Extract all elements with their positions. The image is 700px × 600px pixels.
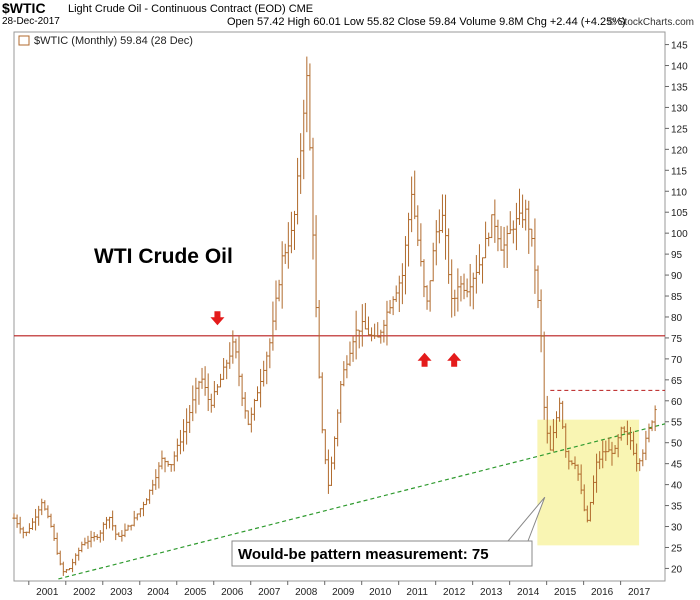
x-tick-label: 2013 [480, 587, 503, 598]
y-tick-label: 60 [671, 397, 683, 408]
y-tick-label: 25 [671, 543, 683, 554]
y-tick-label: 70 [671, 355, 683, 366]
brand-watermark: © StockCharts.com [607, 17, 694, 28]
y-tick-label: 90 [671, 271, 683, 282]
y-tick-label: 50 [671, 439, 683, 450]
x-tick-label: 2012 [443, 587, 466, 598]
x-tick-label: 2008 [295, 587, 318, 598]
y-tick-label: 120 [671, 145, 688, 156]
x-tick-label: 2003 [110, 587, 133, 598]
red-up-arrow [447, 352, 462, 367]
y-tick-label: 130 [671, 103, 688, 114]
price-stats: Open 57.42 High 60.01 Low 55.82 Close 59… [227, 16, 626, 28]
y-tick-label: 95 [671, 250, 683, 261]
x-tick-label: 2009 [332, 587, 355, 598]
y-tick-label: 45 [671, 460, 683, 471]
y-tick-label: 20 [671, 564, 683, 575]
y-tick-label: 140 [671, 62, 688, 73]
y-tick-label: 145 [671, 41, 688, 52]
y-tick-label: 80 [671, 313, 683, 324]
contract-description: Light Crude Oil - Continuous Contract (E… [68, 3, 314, 15]
callout-fill [233, 542, 531, 565]
ticker-symbol: $WTIC [2, 0, 46, 16]
y-tick-label: 125 [671, 124, 688, 135]
legend-swatch [18, 35, 30, 46]
y-tick-label: 65 [671, 376, 683, 387]
y-tick-label: 105 [671, 208, 688, 219]
pattern-highlight-box [537, 419, 640, 546]
chart-header-row-1: $WTIC Light Crude Oil - Continuous Contr… [0, 0, 700, 16]
x-tick-label: 2010 [369, 587, 392, 598]
x-tick-label: 2005 [184, 587, 207, 598]
x-tick-label: 2006 [221, 587, 244, 598]
callout-text: Would-be pattern measurement: 75 [238, 546, 489, 563]
red-up-arrow [417, 352, 432, 367]
x-tick-label: 2002 [73, 587, 96, 598]
x-tick-label: 2017 [628, 587, 651, 598]
y-tick-label: 35 [671, 502, 683, 513]
x-tick-label: 2004 [147, 587, 170, 598]
y-tick-label: 55 [671, 418, 683, 429]
y-tick-label: 30 [671, 523, 683, 534]
red-down-arrow [210, 311, 225, 326]
chart-date: 28-Dec-2017 [2, 16, 60, 27]
y-tick-label: 100 [671, 229, 688, 240]
y-tick-label: 135 [671, 82, 688, 93]
x-tick-label: 2001 [36, 587, 59, 598]
x-tick-label: 2014 [517, 587, 540, 598]
y-tick-label: 115 [671, 166, 687, 177]
x-tick-label: 2007 [258, 587, 281, 598]
y-tick-label: 75 [671, 334, 683, 345]
x-tick-label: 2015 [554, 587, 577, 598]
y-tick-label: 110 [671, 187, 687, 198]
x-tick-label: 2011 [406, 587, 428, 598]
series-legend: $WTIC (Monthly) 59.84 (28 Dec) [34, 35, 193, 47]
plot-frame [13, 31, 666, 582]
y-tick-label: 85 [671, 292, 683, 303]
x-tick-label: 2016 [591, 587, 614, 598]
trend-line [58, 423, 666, 580]
chart-header-row-2: 28-Dec-2017 Open 57.42 High 60.01 Low 55… [0, 16, 700, 30]
annotation-title: WTI Crude Oil [94, 245, 233, 268]
y-tick-label: 40 [671, 481, 683, 492]
